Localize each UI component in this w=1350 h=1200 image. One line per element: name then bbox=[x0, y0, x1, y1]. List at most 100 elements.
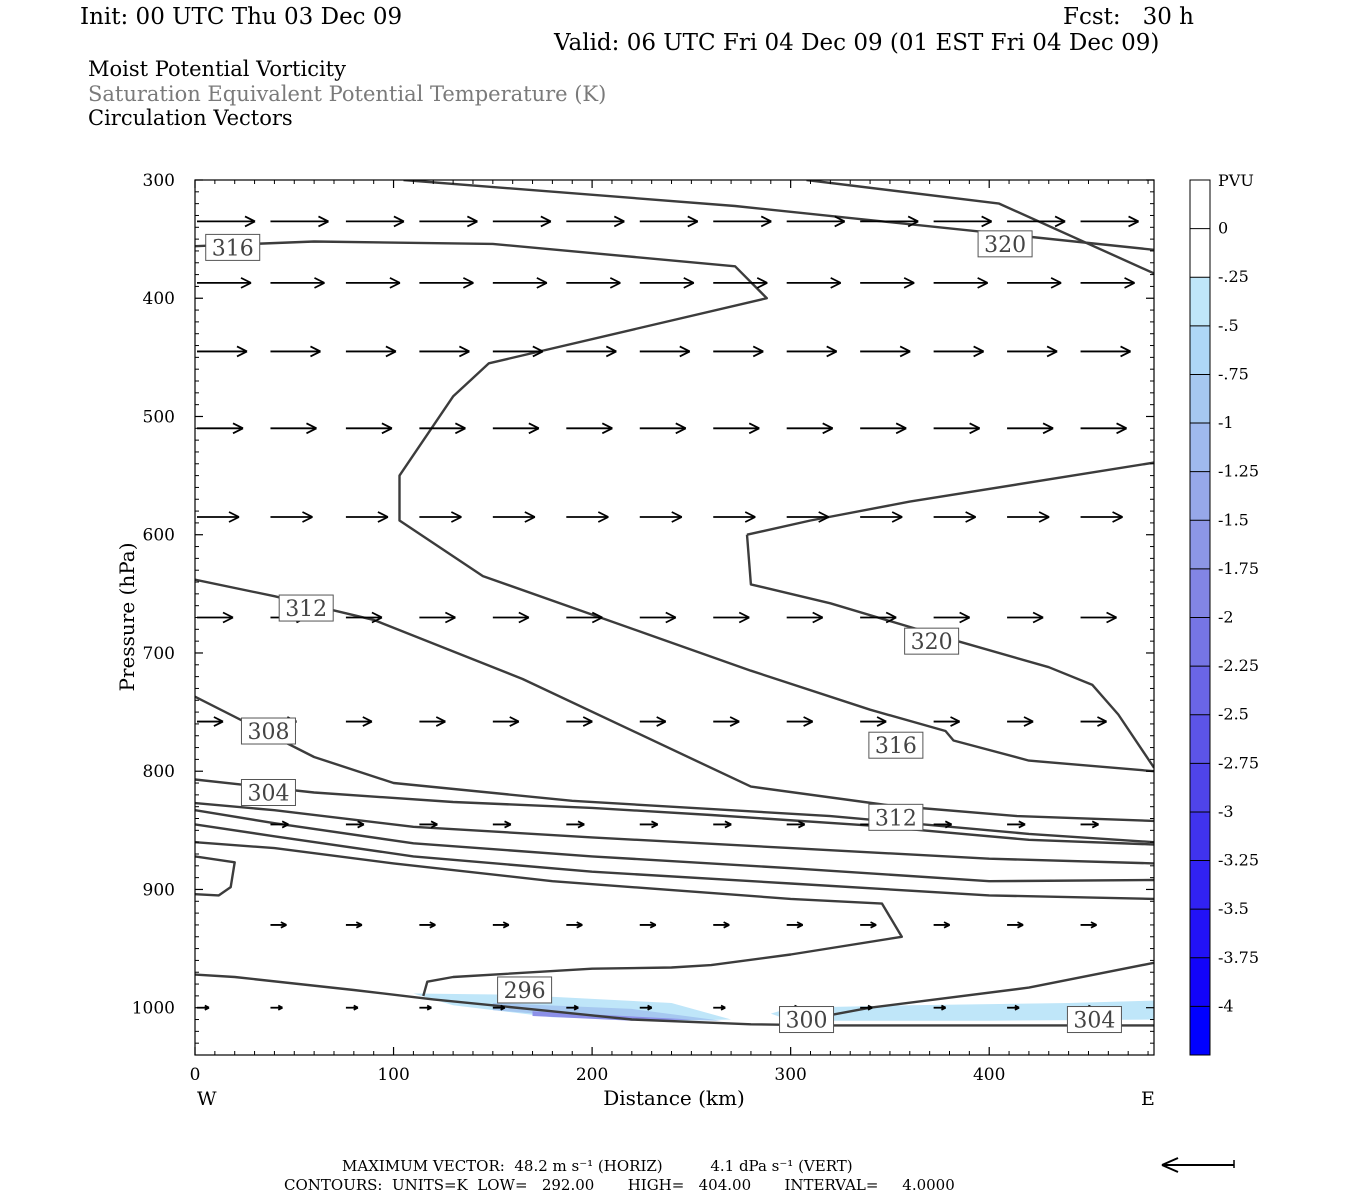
vector-head bbox=[426, 1004, 432, 1011]
vector-head bbox=[528, 422, 540, 435]
colorbar-tick-label: -2.75 bbox=[1218, 753, 1259, 772]
circulation-vector bbox=[345, 611, 383, 624]
vector-head bbox=[870, 921, 877, 929]
contour-label-text: 304 bbox=[247, 782, 289, 807]
vector-head bbox=[509, 716, 520, 727]
circulation-vector bbox=[566, 1004, 579, 1011]
vector-head bbox=[540, 215, 552, 228]
x-tick-label: 0 bbox=[190, 1065, 201, 1085]
colorbar-tick-label: -4 bbox=[1218, 996, 1234, 1015]
theta-es-contour bbox=[195, 855, 236, 897]
contour-label: 312 bbox=[278, 594, 334, 622]
colorbar-segment bbox=[1190, 471, 1210, 521]
contour-label-box bbox=[205, 233, 261, 261]
west-label: W bbox=[197, 1088, 217, 1110]
circulation-vector bbox=[1080, 277, 1135, 289]
circulation-vector bbox=[933, 345, 985, 358]
theta-es-contour bbox=[806, 180, 1154, 275]
vector-head bbox=[651, 820, 659, 829]
vector-head bbox=[582, 716, 593, 727]
circulation-vector bbox=[860, 511, 903, 523]
vector-head bbox=[1042, 422, 1054, 435]
vector-head bbox=[1032, 611, 1044, 624]
vector-head bbox=[393, 215, 405, 228]
vector-head bbox=[1017, 921, 1024, 929]
y-tick-label: 900 bbox=[143, 880, 175, 900]
circulation-vector bbox=[713, 511, 756, 523]
circulation-vector bbox=[933, 277, 989, 289]
forecast-hour: Fcst: 30 h bbox=[1063, 4, 1194, 30]
circulation-vector bbox=[860, 277, 915, 289]
circulation-vector bbox=[786, 422, 834, 435]
circulation-vector bbox=[492, 511, 536, 523]
contour-label: 312 bbox=[868, 803, 924, 831]
vector-head bbox=[907, 215, 919, 228]
circulation-vector bbox=[492, 345, 544, 358]
vector-head bbox=[959, 611, 971, 624]
circulation-vector bbox=[933, 921, 951, 929]
vector-head bbox=[796, 921, 804, 929]
colorbar-segment bbox=[1190, 811, 1210, 862]
circulation-vector bbox=[1007, 345, 1058, 358]
y-tick-label: 300 bbox=[143, 171, 175, 191]
vector-head bbox=[213, 716, 224, 727]
contour-label-text: 308 bbox=[247, 720, 289, 745]
vector-head bbox=[1023, 716, 1034, 727]
vector-head bbox=[240, 277, 252, 289]
contour-label-box bbox=[240, 779, 296, 806]
vector-head bbox=[1054, 215, 1066, 228]
vector-head bbox=[950, 716, 961, 727]
contour-label: 316 bbox=[205, 233, 261, 261]
circulation-vector bbox=[1007, 820, 1026, 829]
colorbar-segment bbox=[1190, 617, 1210, 667]
x-axis-label: Distance (km) bbox=[603, 1086, 745, 1110]
vector-head bbox=[723, 921, 730, 929]
colorbar-segment bbox=[1190, 860, 1210, 910]
circulation-vector bbox=[639, 215, 699, 228]
vector-head bbox=[236, 345, 248, 358]
circulation-vector bbox=[786, 611, 824, 624]
colorbar-segment bbox=[1190, 763, 1210, 813]
circulation-vector bbox=[270, 820, 289, 829]
vector-head bbox=[665, 611, 677, 624]
vector-head bbox=[1091, 820, 1099, 829]
vector-head bbox=[867, 1004, 873, 1011]
colorbar-segment bbox=[1190, 909, 1210, 959]
title-theta-es: Saturation Equivalent Potential Temperat… bbox=[88, 82, 607, 106]
circulation-vector bbox=[933, 511, 977, 523]
pv-shaded-region bbox=[770, 1000, 1154, 1021]
vector-head bbox=[577, 820, 585, 829]
theta-es-contour bbox=[195, 778, 1154, 846]
vector-head bbox=[532, 345, 544, 358]
circulation-vector bbox=[566, 611, 603, 624]
circulation-vector bbox=[786, 511, 830, 523]
colorbar-unit-label: PVU bbox=[1218, 171, 1254, 190]
init-time: Init: 00 UTC Thu 03 Dec 09 bbox=[80, 4, 403, 30]
x-tick-label: 200 bbox=[576, 1065, 608, 1085]
contour-label-text: 320 bbox=[984, 233, 1026, 258]
circulation-vector bbox=[639, 511, 683, 523]
y-tick-label: 600 bbox=[143, 526, 175, 546]
vector-head bbox=[353, 1004, 359, 1011]
contour-label: 296 bbox=[497, 976, 553, 1004]
vector-head bbox=[371, 611, 383, 624]
circulation-vector bbox=[197, 215, 256, 228]
circulation-vector bbox=[713, 611, 750, 624]
circulation-vector bbox=[639, 1004, 653, 1011]
vector-head bbox=[1014, 1004, 1020, 1011]
colorbar-tick-label: -1.25 bbox=[1218, 462, 1259, 481]
vector-head bbox=[981, 215, 993, 228]
max-vector-info: MAXIMUM VECTOR: 48.2 m s⁻¹ (HORIZ) 4.1 d… bbox=[342, 1157, 853, 1175]
circulation-vector bbox=[566, 716, 593, 727]
contour-label-box bbox=[904, 627, 960, 655]
vector-head bbox=[1090, 921, 1097, 929]
circulation-vector bbox=[860, 611, 897, 624]
circulation-vector bbox=[345, 215, 405, 228]
circulation-vector bbox=[713, 820, 732, 829]
theta-es-contour bbox=[746, 461, 1154, 536]
circulation-vector bbox=[345, 422, 393, 435]
circulation-vector bbox=[419, 716, 446, 727]
vector-head bbox=[803, 716, 814, 727]
vector-head bbox=[671, 511, 683, 523]
